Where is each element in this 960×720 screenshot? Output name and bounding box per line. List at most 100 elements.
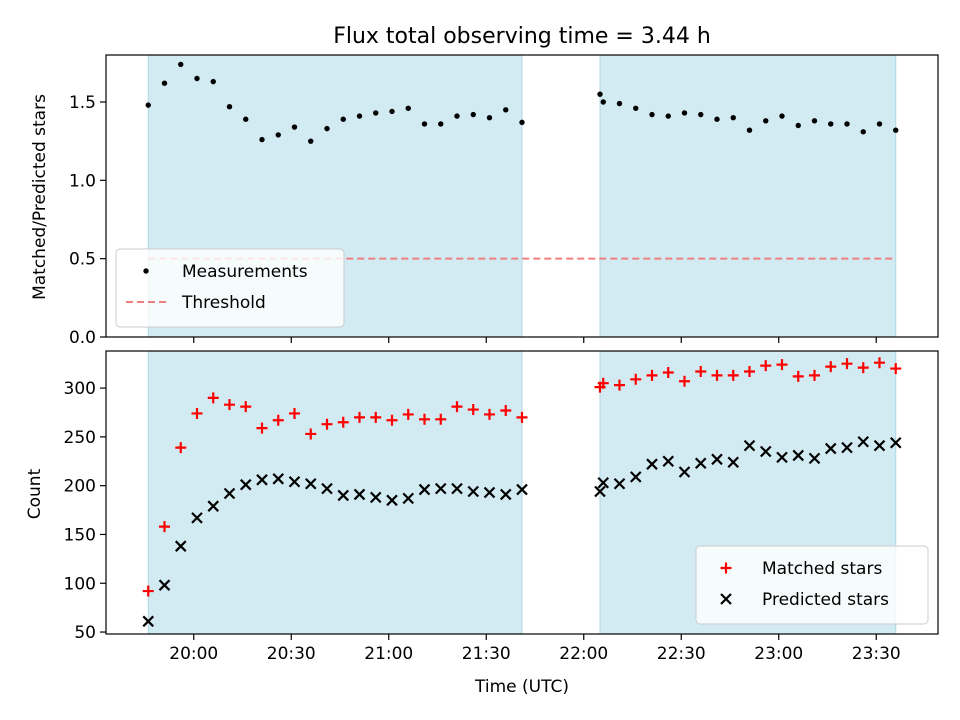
data-point <box>418 483 431 496</box>
data-point <box>763 118 769 124</box>
data-point <box>467 404 479 416</box>
y-tick-label: 250 <box>64 428 96 448</box>
data-point <box>467 485 480 498</box>
data-point <box>421 121 428 127</box>
bottom-panel-legend: Matched stars Predicted stars <box>695 545 929 625</box>
data-point <box>191 407 203 419</box>
x-axis-label: Time (UTC) <box>474 677 569 697</box>
data-point <box>857 435 870 448</box>
data-point <box>402 408 414 420</box>
y-tick-label: 1.0 <box>69 171 96 191</box>
x-tick-label: 23:30 <box>852 644 901 664</box>
data-point <box>597 91 603 97</box>
data-point <box>890 363 902 375</box>
top-panel-x-ticks <box>193 337 877 343</box>
data-point <box>243 116 249 122</box>
data-point <box>275 132 281 138</box>
data-point <box>792 370 804 382</box>
data-point <box>434 482 447 495</box>
data-point <box>419 413 430 425</box>
data-point <box>662 366 674 378</box>
data-point <box>486 114 493 121</box>
data-point <box>226 104 233 110</box>
data-point <box>503 107 509 113</box>
data-point <box>240 401 252 413</box>
data-point <box>337 489 350 502</box>
data-point <box>600 99 606 105</box>
data-point <box>857 362 869 374</box>
legend-label: Matched stars <box>762 559 882 579</box>
data-point <box>191 512 203 524</box>
data-point <box>665 113 671 119</box>
data-point <box>795 122 801 129</box>
legend-marker-swatch <box>143 268 149 274</box>
data-point <box>389 108 395 115</box>
data-point <box>746 127 753 133</box>
top-panel-data-points <box>145 61 899 144</box>
data-point <box>714 116 720 122</box>
data-point <box>256 422 268 434</box>
data-point <box>405 105 411 111</box>
data-point <box>454 113 460 119</box>
data-point <box>825 361 837 373</box>
x-tick-label: 21:30 <box>462 644 511 664</box>
data-point <box>808 452 821 465</box>
top-panel: 0.0 0.5 1.0 1.5 Matched/Predicted stars Mea… <box>30 54 939 348</box>
x-tick-label: 23:00 <box>754 644 803 664</box>
data-point <box>451 482 463 495</box>
data-point <box>158 579 171 591</box>
bottom-panel-axes-frame <box>105 350 939 635</box>
bottom-panel-x-ticks: 20:00 20:30 21:00 21:30 22:00 22:30 23:00 23:30 <box>169 634 901 664</box>
y-tick-label: 50 <box>74 623 96 643</box>
legend-marker-swatch <box>720 593 732 605</box>
data-point <box>369 491 382 504</box>
data-point <box>730 114 736 121</box>
data-point <box>516 411 528 423</box>
data-point <box>402 492 415 505</box>
data-point <box>727 456 740 469</box>
x-tick-label: 20:30 <box>267 644 316 664</box>
data-point <box>844 121 850 127</box>
data-point <box>321 418 333 430</box>
data-point <box>841 441 853 454</box>
data-point <box>744 365 755 377</box>
legend-label: Predicted stars <box>762 590 889 610</box>
data-point <box>874 357 885 369</box>
data-point <box>824 442 837 455</box>
data-point <box>194 75 200 82</box>
figure-title: Flux total observing time = 3.44 h <box>333 24 711 49</box>
data-point <box>353 488 366 501</box>
data-point <box>178 61 184 68</box>
data-point <box>483 486 496 499</box>
data-point <box>324 125 330 132</box>
data-point <box>159 521 170 533</box>
data-point <box>321 482 333 495</box>
data-point <box>893 127 899 133</box>
data-point <box>272 473 285 485</box>
data-point <box>695 365 707 377</box>
top-panel-y-ticks: 0.0 0.5 1.0 1.5 <box>69 93 106 348</box>
data-point <box>662 455 675 468</box>
data-point <box>289 407 300 419</box>
data-point <box>776 451 788 464</box>
data-point <box>161 80 168 86</box>
data-point <box>711 369 723 381</box>
data-point <box>629 471 642 483</box>
data-point <box>633 105 639 111</box>
data-point <box>373 110 379 116</box>
data-point <box>210 78 216 85</box>
data-point <box>484 408 495 420</box>
data-point <box>792 449 805 462</box>
data-point <box>649 111 655 118</box>
data-point <box>308 138 314 144</box>
legend-label: Threshold <box>181 293 266 313</box>
data-point <box>694 457 707 470</box>
data-point <box>142 615 155 628</box>
data-point <box>386 414 398 426</box>
data-point <box>828 121 834 127</box>
data-point <box>223 487 236 500</box>
bottom-panel-y-axis-label: Count <box>25 468 45 519</box>
y-tick-label: 0.0 <box>69 328 96 348</box>
data-point <box>760 360 772 372</box>
